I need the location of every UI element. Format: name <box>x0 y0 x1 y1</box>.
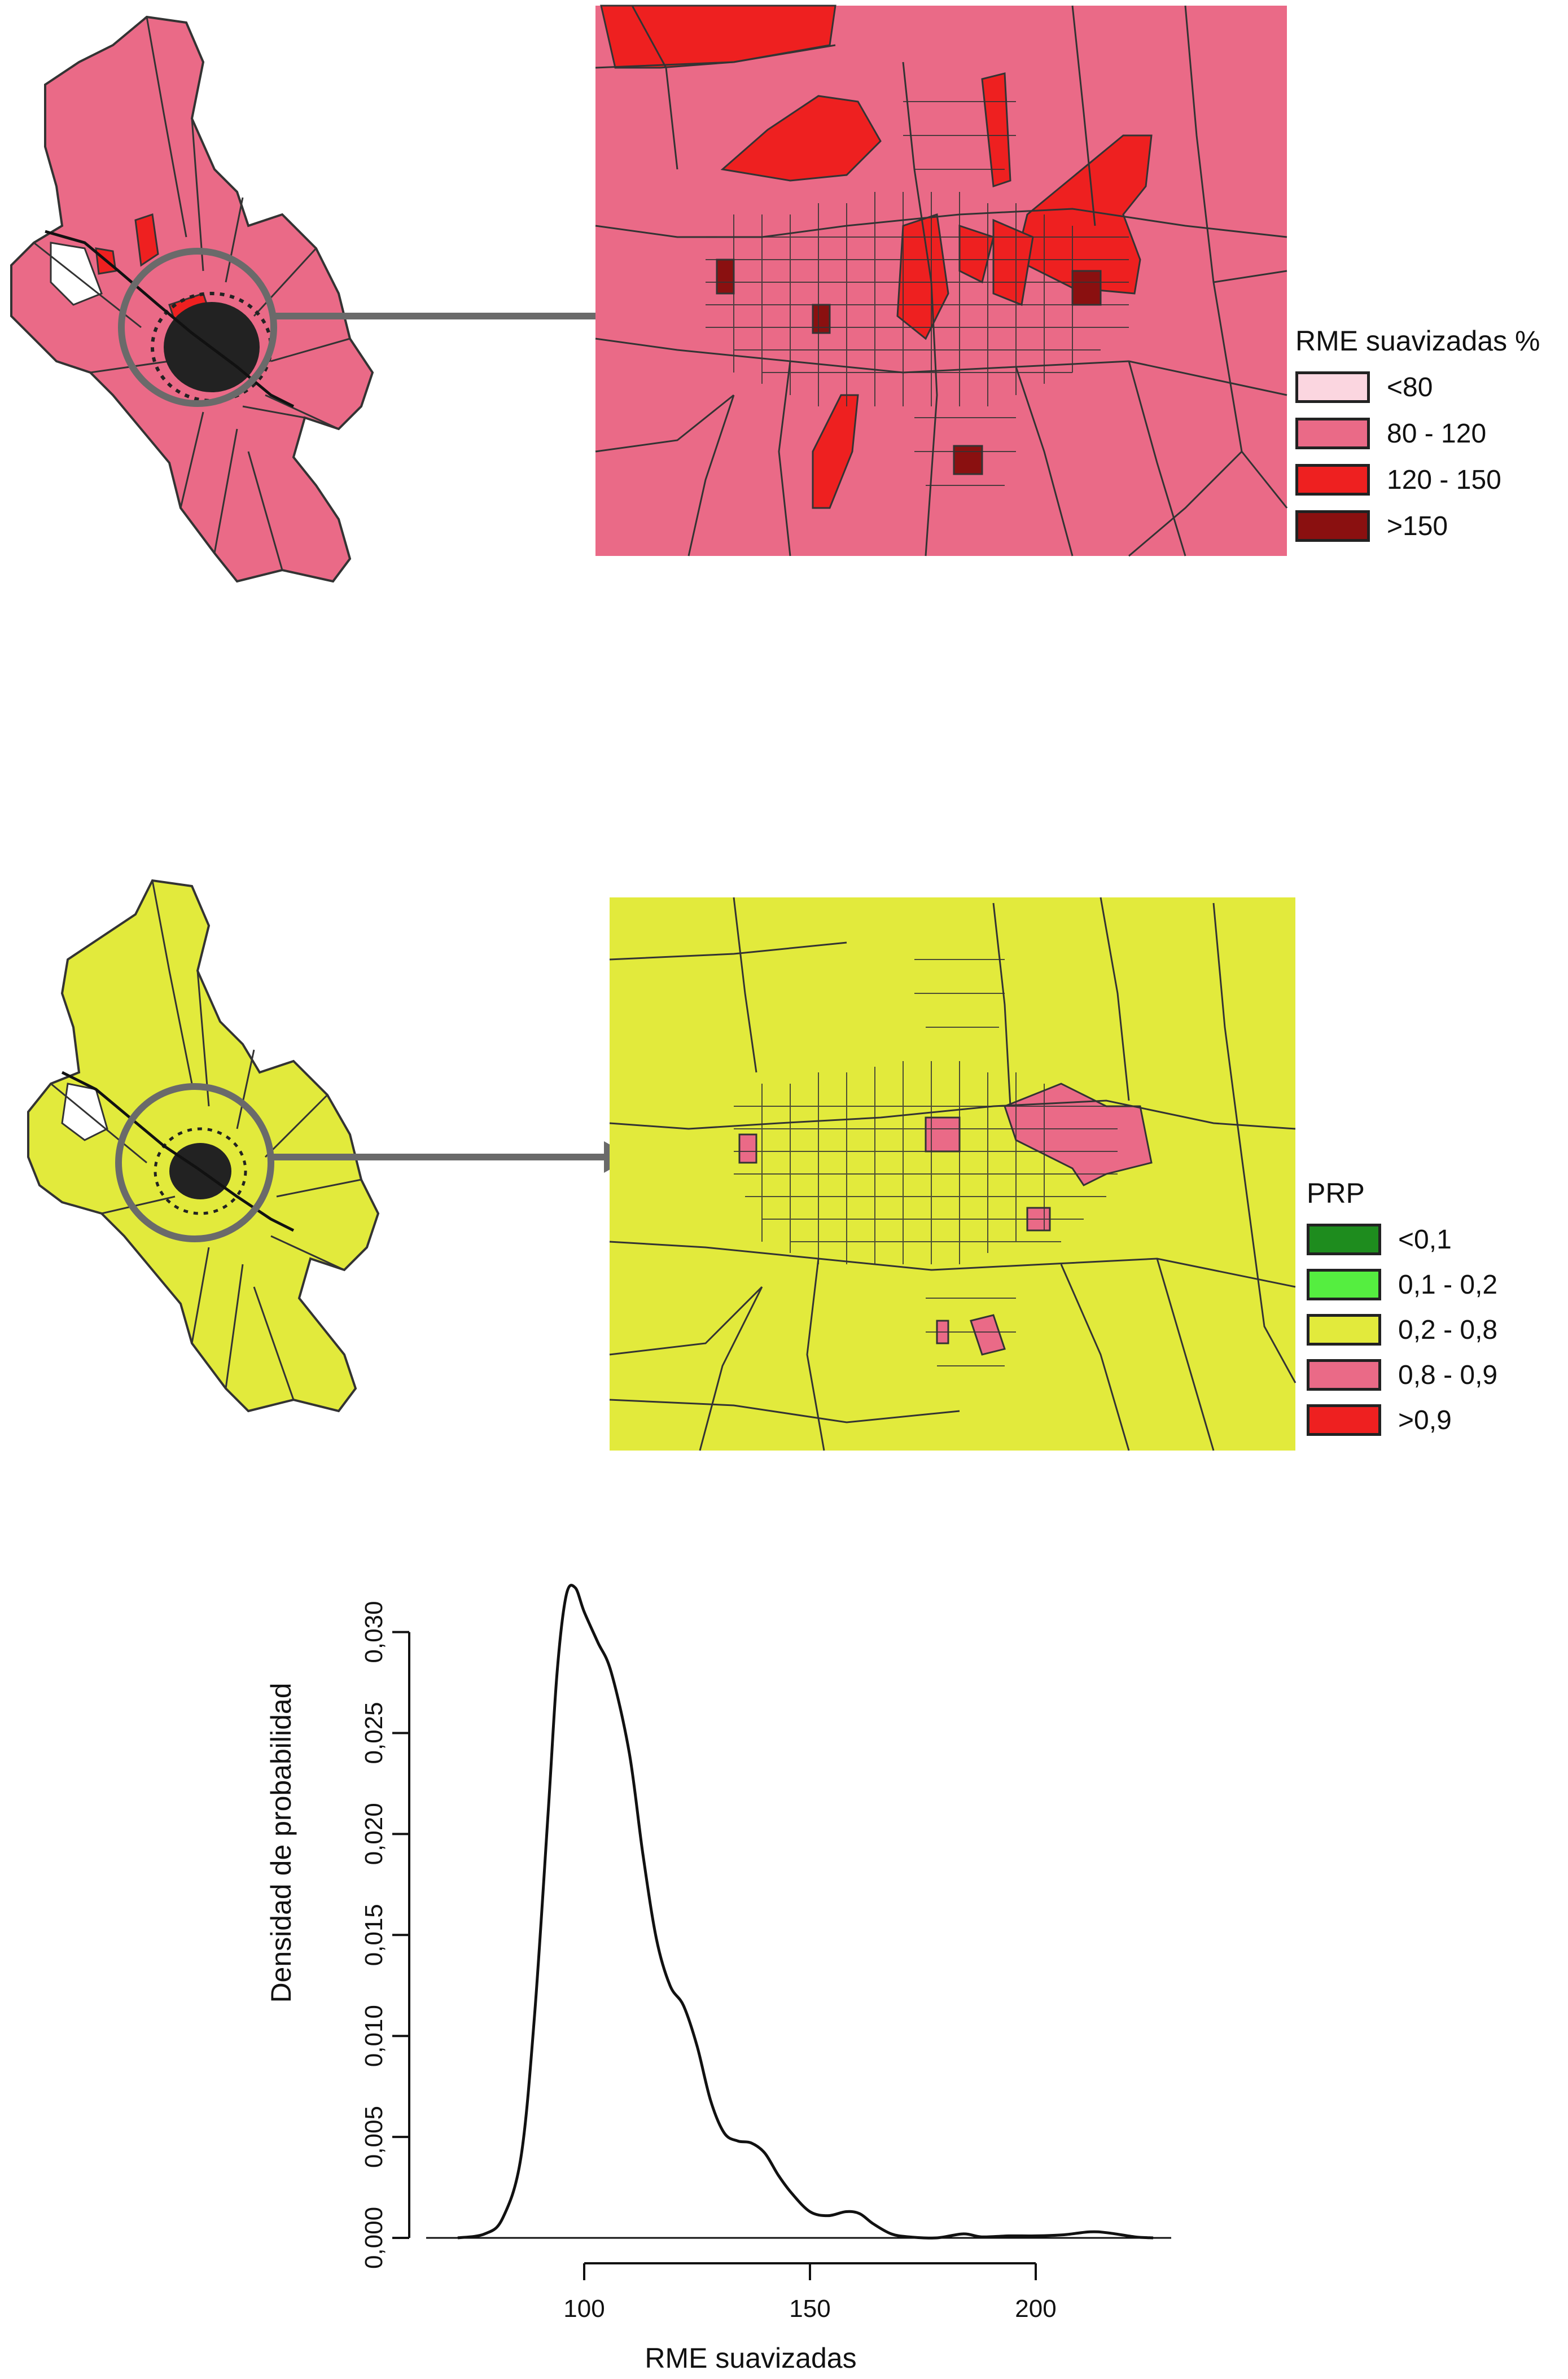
y-tick-label: 0,030 <box>360 1601 388 1663</box>
prp-legend-swatch-lt01 <box>1307 1224 1381 1255</box>
rme-overview-boundaries <box>33 16 351 571</box>
prp-zoom-city-grid <box>734 959 1118 1366</box>
prp-legend-item: 0,2 - 0,8 <box>1307 1312 1497 1347</box>
y-axis-label: Densidad de probabilidad <box>265 1683 297 2003</box>
y-tick-label: 0,025 <box>360 1702 388 1764</box>
rme-overview-hole <box>50 242 103 306</box>
y-tick-label: 0,000 <box>360 2207 388 2269</box>
prp-zoom-circle <box>115 1083 274 1242</box>
prp-legend-label: 0,8 - 0,9 <box>1398 1360 1498 1390</box>
rme-legend-swatch-120-150 <box>1295 464 1370 496</box>
prp-zoom-boundaries <box>609 897 1297 1451</box>
density-curve <box>457 1584 1154 2240</box>
prp-city-core-texture <box>154 1127 247 1215</box>
rme-legend-label: 120 - 150 <box>1387 465 1501 495</box>
rme-zone-very-high <box>953 445 983 475</box>
rme-zone-high <box>720 95 882 182</box>
rme-zoom-map <box>595 5 1288 557</box>
prp-legend-item: >0,9 <box>1307 1403 1452 1438</box>
prp-legend-swatch-02-08 <box>1307 1314 1381 1346</box>
x-axis-label: RME suavizadas <box>645 2342 856 2374</box>
prp-river <box>61 1071 295 1232</box>
rme-overview-high-zone <box>134 213 159 267</box>
prp-zone-08-09 <box>970 1314 1006 1356</box>
rme-legend-item: >150 <box>1295 509 1448 544</box>
rme-zoom-circle <box>118 248 277 407</box>
prp-zone-08-09 <box>738 1133 757 1164</box>
rme-legend-swatch-lt80 <box>1295 371 1370 403</box>
prp-legend-label: 0,2 - 0,8 <box>1398 1315 1498 1345</box>
rme-legend-label: <80 <box>1387 372 1433 402</box>
rme-legend-item: 120 - 150 <box>1295 462 1501 497</box>
chart-axes: 100 150 200 0,000 0,005 0,010 0,015 0,020 0,025 0… <box>360 1601 1171 2323</box>
prp-legend-item: <0,1 <box>1307 1222 1452 1257</box>
prp-zoom-map <box>609 897 1297 1451</box>
prp-legend-label: <0,1 <box>1398 1224 1452 1255</box>
rme-legend-swatch-80-120 <box>1295 418 1370 449</box>
rme-river <box>45 230 295 408</box>
y-tick-label: 0,020 <box>360 1803 388 1865</box>
prp-overview-boundaries <box>50 880 362 1400</box>
rme-zoom-city-grid <box>706 101 1129 486</box>
prp-legend-item: 0,8 - 0,9 <box>1307 1357 1497 1392</box>
rme-legend-label: 80 - 120 <box>1387 418 1487 449</box>
prp-overview-map <box>27 879 380 1413</box>
y-tick-label: 0,015 <box>360 1904 388 1966</box>
rme-legend-swatch-gt150 <box>1295 510 1370 542</box>
rme-legend-item: <80 <box>1295 370 1433 405</box>
prp-legend-swatch-01-02 <box>1307 1269 1381 1300</box>
rme-legend-title: RME suavizadas % <box>1295 325 1540 357</box>
prp-legend-swatch-08-09 <box>1307 1359 1381 1391</box>
prp-zone-08-09 <box>1004 1083 1153 1186</box>
rme-legend-item: 80 - 120 <box>1295 416 1486 451</box>
y-tick-label: 0,010 <box>360 2005 388 2067</box>
x-tick-label: 200 <box>1015 2295 1056 2323</box>
rme-zone-high <box>812 394 859 509</box>
rme-legend-label: >150 <box>1387 511 1448 541</box>
prp-legend-item: 0,1 - 0,2 <box>1307 1267 1497 1302</box>
prp-legend-swatch-gt09 <box>1307 1404 1381 1436</box>
x-tick-label: 100 <box>563 2295 605 2323</box>
x-tick-label: 150 <box>789 2295 830 2323</box>
prp-legend-label: >0,9 <box>1398 1405 1452 1435</box>
y-tick-label: 0,005 <box>360 2106 388 2168</box>
prp-legend-label: 0,1 - 0,2 <box>1398 1269 1498 1300</box>
prp-legend-title: PRP <box>1307 1177 1365 1209</box>
rme-overview-map <box>10 15 374 583</box>
